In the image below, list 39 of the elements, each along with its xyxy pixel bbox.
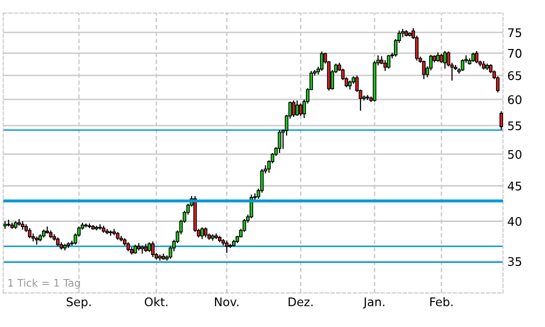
candlestick bbox=[292, 100, 296, 118]
y-tick-label: 50 bbox=[508, 150, 522, 159]
y-tick-label: 45 bbox=[508, 182, 522, 191]
annotation: 1 Tick = 1 Tag bbox=[8, 278, 80, 289]
x-tick-label: Nov. bbox=[214, 298, 238, 306]
y-tick-label: 55 bbox=[508, 121, 522, 130]
candlestick bbox=[460, 58, 464, 72]
candlestick bbox=[295, 100, 299, 116]
y-tick-label: 35 bbox=[508, 257, 522, 266]
candlestick bbox=[500, 110, 504, 130]
y-tick-label: 75 bbox=[508, 28, 522, 38]
candlestick bbox=[443, 50, 447, 70]
y-tick-label: 60 bbox=[508, 95, 522, 104]
candlestick bbox=[204, 226, 208, 238]
candlestick bbox=[148, 242, 152, 253]
x-tick-label: Feb. bbox=[430, 297, 452, 306]
candlestick bbox=[151, 240, 155, 258]
candlestick bbox=[46, 226, 50, 234]
y-tick-label: 40 bbox=[508, 216, 522, 226]
candlestick bbox=[422, 60, 426, 80]
candlestick bbox=[225, 240, 228, 254]
candlestick bbox=[348, 80, 352, 90]
candlestick bbox=[386, 54, 390, 70]
candlestick bbox=[474, 50, 478, 64]
candlestick bbox=[320, 50, 324, 72]
candlestick bbox=[278, 129, 282, 154]
candlestick bbox=[28, 228, 32, 239]
candlestick bbox=[471, 52, 475, 62]
x-tick-label: Jan. bbox=[362, 298, 384, 308]
candlestick bbox=[436, 52, 440, 62]
x-tick-label: Okt. bbox=[144, 297, 168, 306]
y-tick-label: 70 bbox=[508, 48, 522, 58]
candlestick bbox=[383, 60, 387, 72]
y-tick-label: 65 bbox=[508, 71, 522, 80]
x-tick-label: Sep. bbox=[66, 297, 91, 309]
candlestick bbox=[298, 102, 302, 116]
x-tick-label: Dez. bbox=[288, 298, 313, 306]
candlestick bbox=[200, 226, 204, 240]
candlestick bbox=[34, 236, 38, 246]
